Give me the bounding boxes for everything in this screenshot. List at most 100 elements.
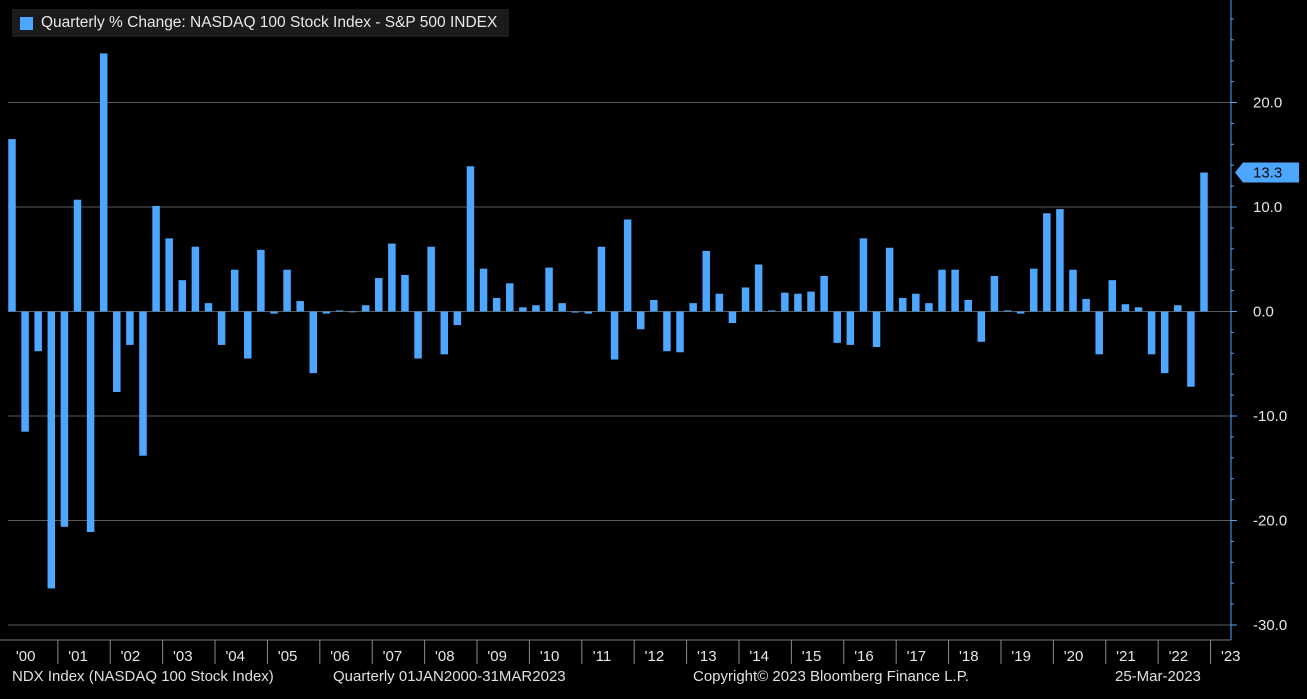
bar xyxy=(309,311,318,374)
bar xyxy=(977,311,986,342)
x-tick-label: '17 xyxy=(907,648,927,665)
bar xyxy=(898,297,907,312)
bar xyxy=(21,311,29,432)
x-tick-label: '01 xyxy=(68,648,88,665)
x-tick-label: '00 xyxy=(16,648,36,665)
bar xyxy=(610,311,619,360)
x-tick-label: '10 xyxy=(540,648,560,665)
bar xyxy=(676,311,684,353)
bar xyxy=(794,293,802,312)
bar xyxy=(964,300,972,312)
footer-date: 25-Mar-2023 xyxy=(1115,668,1201,685)
bar xyxy=(375,278,383,312)
last-value-label: 13.3 xyxy=(1253,165,1282,182)
bar xyxy=(650,300,658,312)
axes: 20.0 10.0 0.0 -10.0 -20.0 -30.0 '00 '01 '02 '03 '0… xyxy=(0,0,1287,665)
bar xyxy=(663,311,671,352)
bar xyxy=(113,311,121,392)
bar xyxy=(859,238,868,312)
x-tick-label: '03 xyxy=(173,648,193,665)
bar xyxy=(322,311,331,314)
bar xyxy=(244,311,252,359)
x-tick-label: '02 xyxy=(121,648,141,665)
bar xyxy=(217,311,226,345)
bar xyxy=(1187,311,1195,387)
bar xyxy=(414,311,422,359)
bar xyxy=(519,307,527,312)
x-tick-label: '15 xyxy=(802,648,822,665)
bar xyxy=(126,311,134,345)
bar xyxy=(401,274,409,312)
bar xyxy=(361,305,370,312)
bar xyxy=(506,283,514,312)
legend: Quarterly % Change: NASDAQ 100 Stock Ind… xyxy=(12,9,510,37)
x-tick-label: '16 xyxy=(854,648,874,665)
bar xyxy=(178,280,187,312)
bar xyxy=(99,53,108,312)
bar xyxy=(152,205,160,312)
bar xyxy=(1121,304,1130,312)
bar xyxy=(1056,209,1064,312)
bar xyxy=(1147,311,1156,355)
legend-label: Quarterly % Change: NASDAQ 100 Stock Ind… xyxy=(41,14,498,31)
bar xyxy=(938,269,946,312)
x-tick-label: '19 xyxy=(1011,648,1031,665)
bar xyxy=(623,219,632,312)
bar xyxy=(479,268,488,312)
bar xyxy=(597,246,606,312)
bar xyxy=(702,250,710,312)
bar xyxy=(885,247,894,312)
bar xyxy=(951,269,959,312)
bar xyxy=(492,297,501,312)
legend-swatch xyxy=(20,16,33,30)
last-value-badge-shape xyxy=(1235,162,1299,183)
bar xyxy=(833,311,841,343)
bar xyxy=(807,291,815,312)
gridlines xyxy=(8,102,1231,626)
x-tick-label: '23 xyxy=(1221,648,1241,665)
footer-copyright: Copyright© 2023 Bloomberg Finance L.P. xyxy=(693,668,969,685)
y-tick-label: 0.0 xyxy=(1253,304,1274,321)
bar xyxy=(767,310,776,312)
bars xyxy=(8,53,1208,589)
bar xyxy=(925,303,933,312)
bar xyxy=(571,311,579,313)
bar xyxy=(270,311,278,314)
bar xyxy=(1029,268,1038,312)
bar xyxy=(820,275,828,312)
bar xyxy=(912,293,920,312)
bar xyxy=(1082,298,1090,312)
bar xyxy=(728,311,737,323)
y-tick-label: -10.0 xyxy=(1253,408,1287,425)
x-tick-label: '20 xyxy=(1064,648,1084,665)
bar xyxy=(204,303,213,312)
bar xyxy=(1174,305,1182,312)
x-tick-label: '22 xyxy=(1169,648,1189,665)
bar xyxy=(558,303,566,312)
x-tick-label: '18 xyxy=(959,648,979,665)
bar xyxy=(754,264,763,312)
bar xyxy=(584,311,593,314)
bar xyxy=(846,311,855,345)
bar xyxy=(741,287,750,312)
y-tick-label: -20.0 xyxy=(1253,513,1287,530)
x-tick-label: '08 xyxy=(435,648,455,665)
bar xyxy=(689,303,697,312)
bar xyxy=(86,311,95,532)
x-tick-label: '09 xyxy=(487,648,507,665)
bar xyxy=(388,243,396,312)
x-tick-label: '11 xyxy=(593,648,611,665)
bar xyxy=(1043,213,1051,312)
y-tick-label: 10.0 xyxy=(1253,199,1282,216)
bar xyxy=(1016,311,1025,314)
last-value-badge: 13.3 xyxy=(1235,162,1299,183)
bar xyxy=(8,139,16,312)
bar xyxy=(348,311,357,313)
bar xyxy=(257,249,265,312)
x-tick-label: '06 xyxy=(330,648,350,665)
bar xyxy=(1200,172,1208,312)
bar xyxy=(1134,307,1143,312)
x-tick-label: '13 xyxy=(697,648,717,665)
bar xyxy=(715,293,724,312)
bar xyxy=(165,238,173,312)
